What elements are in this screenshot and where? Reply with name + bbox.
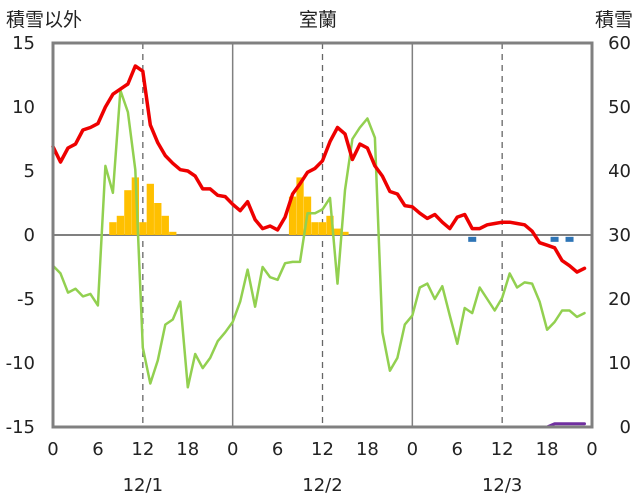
x-tick-label: 6 <box>272 439 283 460</box>
left-axis-label: 積雪以外 <box>6 9 82 31</box>
right-tick-label: 0 <box>620 417 631 438</box>
snowfall-bar <box>318 222 327 235</box>
snowfall-bar <box>311 222 319 235</box>
snowfall-bar <box>131 177 139 235</box>
plot-frame <box>51 41 594 429</box>
left-tick-label: 5 <box>24 161 35 182</box>
right-axis-label: 積雪 <box>595 9 633 31</box>
snowfall-bar <box>139 222 147 235</box>
green-series-line <box>51 89 586 389</box>
left-tick-label: -15 <box>6 417 35 438</box>
x-tick-label: 12 <box>311 439 334 460</box>
snowfall-bar <box>326 215 334 235</box>
left-tick-label: -5 <box>17 289 35 310</box>
right-tick-label: 60 <box>608 33 631 54</box>
left-tick-label: 10 <box>12 97 35 118</box>
snowfall-bar <box>169 231 177 235</box>
blue-mark <box>565 236 574 242</box>
left-tick-label: -10 <box>6 353 35 374</box>
x-tick-label: 12 <box>491 439 514 460</box>
snowfall-bar <box>288 196 297 235</box>
blue-mark <box>550 236 559 242</box>
snowfall-bars <box>109 177 349 235</box>
right-tick-label: 10 <box>608 353 631 374</box>
snowfall-bar <box>154 203 162 235</box>
right-tick-label: 50 <box>608 97 631 118</box>
left-tick-label: 0 <box>24 225 35 246</box>
temperature-line <box>51 64 587 274</box>
x-tick-label: 18 <box>176 439 199 460</box>
x-tick-label: 18 <box>356 439 379 460</box>
x-tick-label: 0 <box>227 439 238 460</box>
snowfall-bar <box>109 222 117 235</box>
right-tick-label: 20 <box>608 289 631 310</box>
x-tick-label: 0 <box>586 439 597 460</box>
snowfall-bar <box>116 215 125 235</box>
chart-title: 室蘭 <box>299 9 337 31</box>
snowfall-bar <box>161 215 169 235</box>
blue-mark <box>468 236 477 242</box>
left-tick-label: 15 <box>12 33 35 54</box>
snowfall-bar <box>146 183 154 235</box>
snowfall-bar <box>296 177 304 235</box>
snowfall-bar <box>124 190 132 235</box>
date-label: 12/3 <box>482 475 522 496</box>
snowfall-bar <box>333 228 342 235</box>
right-tick-label: 30 <box>608 225 631 246</box>
x-tick-label: 0 <box>407 439 418 460</box>
date-label: 12/2 <box>302 475 342 496</box>
x-tick-label: 18 <box>536 439 559 460</box>
x-tick-label: 12 <box>131 439 154 460</box>
x-tick-label: 0 <box>47 439 58 460</box>
series-lines <box>51 64 587 429</box>
x-tick-label: 6 <box>452 439 463 460</box>
right-tick-label: 40 <box>608 161 631 182</box>
snowfall-bar <box>341 231 349 235</box>
x-tick-label: 6 <box>92 439 103 460</box>
date-label: 12/1 <box>123 475 163 496</box>
